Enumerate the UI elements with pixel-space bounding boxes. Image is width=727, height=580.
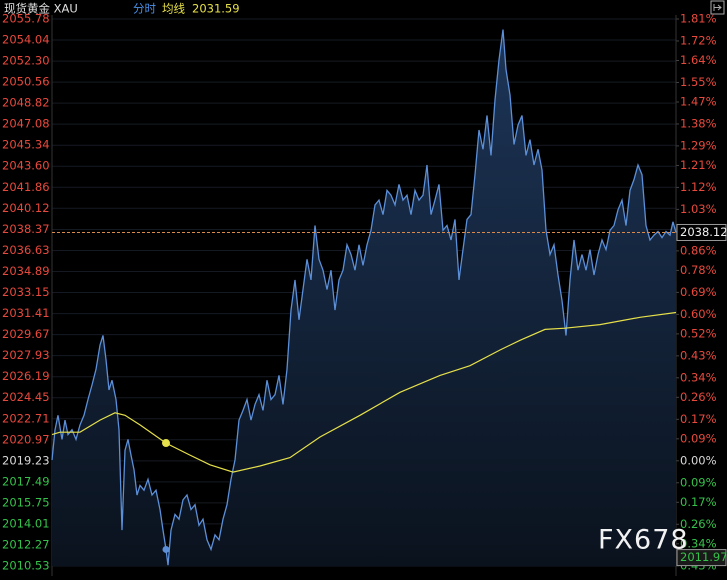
- y-tick-label: 2029.67: [2, 327, 50, 341]
- y-tick-label: 2010.53: [2, 559, 50, 573]
- y2-tick-label: 1.81%: [680, 12, 717, 26]
- y-tick-label: 2015.75: [2, 495, 50, 509]
- y2-tick-label: 1.21%: [680, 158, 717, 172]
- y2-tick-label: 1.47%: [680, 94, 717, 108]
- y-tick-label: 2027.93: [2, 348, 50, 362]
- chart-title: 现货黄金 XAU: [4, 2, 78, 16]
- mode-label[interactable]: 分时: [133, 2, 156, 16]
- low-price-label: 2011.97: [680, 550, 727, 564]
- y2-tick-label: 0.43%: [680, 348, 717, 362]
- y-tick-label: 2026.19: [2, 369, 50, 383]
- y-tick-label: 2041.86: [2, 180, 50, 194]
- watermark: FX678: [598, 525, 689, 556]
- y-tick-label: 2019.23: [2, 453, 50, 467]
- y2-tick-label: 1.29%: [680, 138, 717, 152]
- y-tick-label: 2024.45: [2, 390, 50, 404]
- y-tick-label: 2031.41: [2, 306, 50, 320]
- average-value: 2031.59: [192, 2, 240, 16]
- cursor-average-dot: [162, 439, 170, 448]
- plot-area: 2055.78 2054.04 2052.30 2050.56 2048.82 2047.…: [2, 12, 727, 576]
- y2-tick-label: 0.34%: [680, 536, 717, 550]
- y-tick-label: 2043.60: [2, 159, 50, 173]
- y-tick-label: 2054.04: [2, 33, 50, 47]
- average-label: 均线: [162, 2, 185, 16]
- y-tick-label: 2045.34: [2, 138, 50, 152]
- menu-icon[interactable]: [710, 0, 725, 15]
- y2-tick-label: 1.38%: [680, 116, 717, 130]
- y2-tick-label: 0.26%: [680, 517, 717, 531]
- y2-tick-label: 1.64%: [680, 53, 717, 67]
- price-line: [51, 29, 677, 566]
- y-tick-label: 2050.56: [2, 75, 50, 89]
- cursor-price-dot: [162, 545, 170, 553]
- y-tick-label: 2048.82: [2, 96, 50, 110]
- y2-tick-label: 1.55%: [680, 75, 717, 89]
- y2-tick-label: 0.09%: [680, 475, 717, 489]
- y-tick-label: 2040.12: [2, 201, 50, 215]
- price-area: [52, 29, 676, 567]
- y2-tick-label: 0.09%: [680, 431, 717, 445]
- y2-tick-label: 0.17%: [680, 412, 717, 426]
- y-tick-label: 2014.01: [2, 516, 50, 530]
- y2-tick-label: 0.26%: [680, 390, 717, 404]
- y-tick-label: 2038.37: [2, 222, 50, 236]
- y-tick-label: 2055.78: [2, 12, 50, 26]
- y2-tick-label: 0.69%: [680, 285, 717, 299]
- y2-tick-label: 1.72%: [680, 33, 717, 47]
- y2-tick-label: 0.86%: [680, 243, 717, 257]
- y-tick-label: 2022.71: [2, 411, 50, 425]
- low-price-box: [676, 549, 727, 567]
- y2-tick-label: 1.12%: [680, 180, 717, 194]
- last-price-box: [676, 223, 727, 241]
- y-tick-label: 2012.27: [2, 537, 50, 551]
- menu-icon-glyph: [713, 4, 722, 11]
- y2-tick-label: 0.00%: [680, 453, 717, 467]
- y-tick-label: 2017.49: [2, 474, 50, 488]
- average-line: [51, 311, 677, 473]
- y-tick-label: 2020.97: [2, 432, 50, 446]
- y2-tick-label: 0.78%: [680, 263, 717, 277]
- y-tick-label: 2052.30: [2, 54, 50, 68]
- y2-tick-label: 1.03%: [680, 202, 717, 216]
- last-price-label: 2038.12: [680, 225, 727, 239]
- y2-tick-label: 0.17%: [680, 495, 717, 509]
- y2-tick-label: 0.60%: [680, 307, 717, 321]
- y2-tick-label: 0.52%: [680, 326, 717, 340]
- y-tick-label: 2034.89: [2, 264, 50, 278]
- y-tick-label: 2036.63: [2, 243, 50, 257]
- y2-tick-label: 0.34%: [680, 370, 717, 384]
- y-tick-label: 2033.15: [2, 285, 50, 299]
- y-tick-label: 2047.08: [2, 117, 50, 131]
